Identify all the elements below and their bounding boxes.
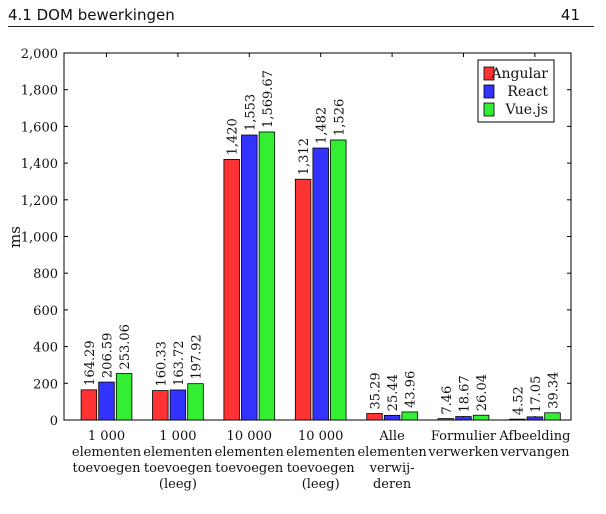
- x-tick-label: elementen: [215, 445, 285, 460]
- bar-value-label: 1,482: [315, 107, 330, 144]
- bar-value-label: 18.67: [458, 375, 473, 412]
- page-header: 4.1 DOM bewerkingen 41: [8, 6, 594, 27]
- y-tick-label: 600: [33, 304, 58, 319]
- bar-value-label: 163.72: [172, 340, 187, 386]
- legend-label: Angular: [490, 66, 548, 82]
- bar-value-label: 164.29: [83, 340, 98, 386]
- x-tick-label: elementen: [286, 445, 356, 460]
- y-tick-label: 1,600: [21, 120, 58, 135]
- bar-value-label: 17.05: [529, 376, 544, 413]
- x-tick-label: Afbeelding: [498, 429, 570, 444]
- x-tick-label: 1 000: [159, 429, 196, 444]
- bar-value-label: 1,553: [243, 94, 258, 131]
- x-tick-label: deren: [373, 477, 412, 492]
- bar-value-label: 1,569.67: [261, 70, 276, 128]
- bar-angular: [437, 418, 455, 421]
- legend-swatch: [483, 84, 495, 99]
- bar-value-label: 253.06: [118, 324, 133, 370]
- bar-angular: [294, 178, 312, 421]
- y-axis-label: ms: [6, 226, 24, 248]
- bar-react: [312, 147, 329, 421]
- bar-value-label: 160.33: [154, 341, 169, 387]
- bar-value-label: 25.44: [386, 374, 401, 411]
- bar-vuejs: [330, 139, 347, 421]
- x-tick-label: toevoegen: [287, 461, 356, 476]
- bar-value-label: 26.04: [475, 374, 490, 411]
- bar-angular: [509, 418, 526, 421]
- bar-angular: [366, 413, 383, 421]
- bar-value-label: 7.46: [440, 386, 455, 415]
- bar-value-label: 39.34: [547, 372, 562, 409]
- bar-value-label: 1,312: [297, 138, 312, 175]
- bar-value-label: 197.92: [190, 334, 205, 380]
- x-tick-label: elementen: [72, 445, 142, 460]
- bar-vuejs: [401, 411, 418, 421]
- x-tick-label: elementen: [143, 445, 213, 460]
- x-tick-label: verwerken: [427, 445, 499, 460]
- y-tick-label: 1,200: [21, 194, 58, 209]
- x-tick-label: 1 000: [88, 429, 125, 444]
- x-tick-label: Alle: [378, 429, 405, 444]
- y-tick-label: 1,000: [21, 231, 58, 246]
- bar-vuejs: [187, 383, 204, 421]
- x-tick-label: 10 000: [227, 429, 273, 444]
- bar-react: [98, 381, 115, 421]
- bar-value-label: 35.29: [369, 372, 384, 409]
- bar-react: [241, 134, 258, 421]
- x-tick-label: toevoegen: [215, 461, 284, 476]
- y-tick-label: 1,400: [21, 157, 58, 172]
- x-tick-label: (leeg): [159, 477, 197, 492]
- bar-vuejs: [115, 373, 133, 421]
- legend-label: React: [507, 84, 548, 100]
- x-tick-label: toevoegen: [144, 461, 213, 476]
- x-tick-label: 10 000: [298, 429, 344, 444]
- bar-value-label: 206.59: [101, 333, 116, 379]
- bar-react: [455, 416, 472, 421]
- page-number: 41: [560, 6, 580, 24]
- x-tick-label: vervangen: [499, 445, 570, 460]
- x-tick-label: elementen: [357, 445, 427, 460]
- bar-vuejs: [544, 412, 561, 421]
- x-tick-label: Formulier: [431, 429, 497, 444]
- x-tick-label: verwij-: [369, 461, 415, 476]
- bar-angular: [152, 390, 169, 421]
- section-title: 4.1 DOM bewerkingen: [8, 6, 175, 24]
- legend-swatch: [483, 102, 495, 117]
- y-tick-label: 400: [33, 341, 58, 356]
- legend-label: Vue.js: [505, 102, 549, 118]
- y-tick-label: 800: [33, 267, 58, 282]
- bar-react: [169, 389, 187, 421]
- x-tick-label: (leeg): [302, 477, 340, 492]
- bar-vuejs: [472, 414, 490, 421]
- legend-swatch: [483, 66, 495, 81]
- bar-angular: [223, 159, 240, 421]
- y-tick-label: 200: [33, 377, 58, 392]
- bar-react: [383, 414, 401, 421]
- bar-react: [526, 416, 544, 421]
- bar-value-label: 1,526: [332, 99, 347, 136]
- y-tick-label: 0: [50, 414, 58, 429]
- bar-value-label: 1,420: [226, 118, 241, 155]
- y-tick-label: 2,000: [21, 47, 58, 62]
- y-tick-label: 1,800: [21, 84, 58, 99]
- bar-angular: [80, 389, 98, 421]
- header-rule: [8, 26, 594, 27]
- bar-value-label: 43.96: [404, 371, 419, 408]
- bar-vuejs: [258, 131, 276, 421]
- x-tick-label: toevoegen: [73, 461, 142, 476]
- bar-value-label: 4.52: [511, 386, 526, 415]
